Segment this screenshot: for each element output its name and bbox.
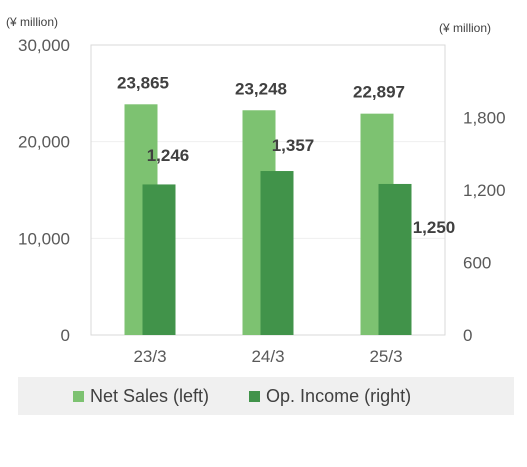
right-tick-label: 1,800 xyxy=(463,109,506,128)
data-labels: 23,865 23,248 22,897 1,246 1,357 1,250 xyxy=(117,73,455,237)
data-label-op-income: 1,246 xyxy=(147,146,190,165)
data-label-net-sales: 22,897 xyxy=(353,83,405,102)
x-tick-label: 23/3 xyxy=(133,347,166,366)
left-tick-label: 0 xyxy=(61,326,70,345)
right-tick-label: 0 xyxy=(463,326,472,345)
legend-swatch-op-income xyxy=(249,390,261,402)
legend-item-net-sales: Net Sales (left) xyxy=(73,386,209,407)
left-axis-unit: (¥ million) xyxy=(6,15,58,29)
right-tick-label: 1,200 xyxy=(463,181,506,200)
legend-item-op-income: Op. Income (right) xyxy=(249,386,411,407)
data-label-op-income: 1,357 xyxy=(272,136,315,155)
bar-op-income xyxy=(142,184,176,335)
bar-op-income xyxy=(378,183,412,335)
legend-swatch-net-sales xyxy=(73,390,84,402)
data-label-net-sales: 23,865 xyxy=(117,73,169,92)
x-tick-label: 25/3 xyxy=(369,347,402,366)
bars xyxy=(124,104,412,336)
right-tick-label: 600 xyxy=(463,254,491,273)
legend-label-op-income: Op. Income (right) xyxy=(266,385,412,406)
left-tick-label: 30,000 xyxy=(18,36,70,55)
data-label-net-sales: 23,248 xyxy=(235,79,287,98)
data-label-op-income: 1,250 xyxy=(413,218,456,237)
x-tick-label: 24/3 xyxy=(251,347,284,366)
legend: Net Sales (left) Op. Income (right) xyxy=(18,377,514,415)
legend-label-net-sales: Net Sales (left) xyxy=(90,385,210,406)
bar-op-income xyxy=(260,171,294,335)
right-axis-unit: (¥ million) xyxy=(439,21,491,35)
left-tick-label: 10,000 xyxy=(18,229,70,248)
axes: 0 10,000 20,000 30,000 0 600 1,200 1,800 23/3 24/… xyxy=(18,36,506,366)
left-tick-label: 20,000 xyxy=(18,133,70,152)
